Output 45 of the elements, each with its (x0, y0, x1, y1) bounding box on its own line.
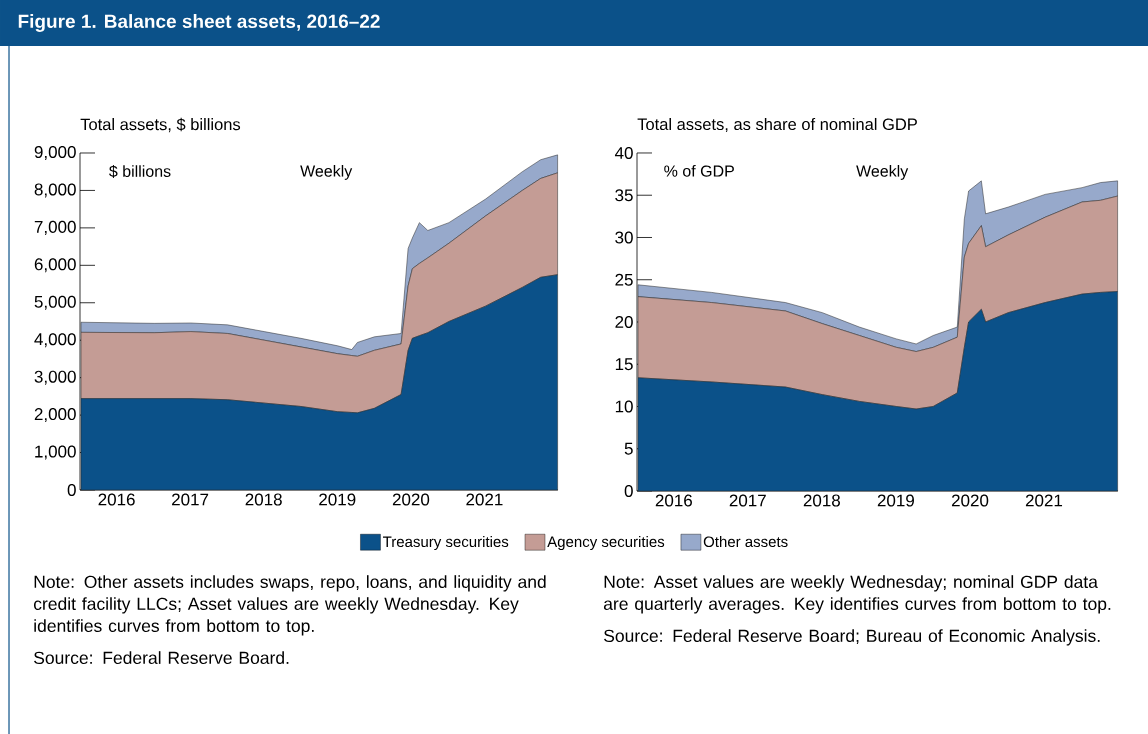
y-tick-label: 15 (615, 358, 633, 371)
y-tick-label: 25 (615, 273, 633, 286)
y-tick-label: 1,000 (35, 445, 76, 460)
x-tick-label: 2016 (655, 494, 692, 507)
y-tick-label: 7,000 (34, 220, 76, 235)
y-tick-label: 9,000 (34, 145, 76, 161)
x-tick-label: 2019 (877, 494, 914, 507)
legend-label: Agency securities (547, 536, 665, 551)
y-tick-label: 10 (615, 400, 633, 413)
text: Note: Other assets includes swaps, repo, loans, and liquidity and credit facility LLCs; Asset values are weekly Wednesday. Key identifies curves from bottom to top. (33, 575, 546, 636)
y-tick-label: 30 (615, 231, 633, 244)
x-tick-label: 2018 (803, 494, 840, 507)
source-note: Source: Federal Reserve Board. (34, 651, 289, 665)
y-tick-label: 2,000 (34, 408, 76, 423)
y-tick-label: 5,000 (34, 295, 76, 310)
x-tick-label: 2016 (98, 493, 135, 506)
x-tick-label: 2017 (172, 493, 209, 506)
y-tick-label: 20 (615, 315, 633, 329)
legend-label: Other assets (703, 536, 788, 548)
chart-title: Figure 1. Balance sheet assets, 2016–22 (18, 14, 380, 32)
source-note: Source: Federal Reserve Board; Bureau of Economic Analysis. (604, 629, 1100, 646)
x-tick-label: 2019 (319, 493, 356, 506)
x-tick-label: 2017 (729, 494, 766, 507)
x-tick-label: 2020 (951, 494, 989, 507)
text: Note: Asset values are weekly Wednesday; nominal GDP data are quarterly averages. Key identifies curves from bottom to top. (603, 575, 1111, 614)
y-tick-label: 3,000 (34, 370, 76, 385)
annotation: Weekly (300, 164, 353, 180)
x-tick-label: 2021 (1025, 494, 1063, 507)
legend-label: Treasury securities (383, 536, 509, 551)
x-tick-label: 2021 (466, 493, 503, 506)
annotation: $ billions (109, 164, 171, 178)
y-tick-label: 6,000 (34, 258, 76, 273)
y-tick-label: 0 (67, 483, 76, 497)
y-tick-label: 8,000 (34, 183, 76, 198)
annotation: Weekly (856, 165, 909, 180)
y-tick-label: 40 (614, 146, 633, 160)
chart-subtitle: Total assets, $ billions (80, 117, 241, 133)
chart-subtitle: Total assets, as share of nominal GDP (637, 117, 917, 133)
annotation: % of GDP (664, 165, 734, 177)
y-tick-label: 5 (624, 442, 633, 455)
x-tick-label: 2018 (245, 493, 282, 506)
y-tick-label: 0 (624, 484, 633, 498)
y-tick-label: 35 (615, 189, 633, 202)
x-tick-label: 2020 (392, 493, 430, 506)
y-tick-label: 4,000 (34, 333, 76, 348)
